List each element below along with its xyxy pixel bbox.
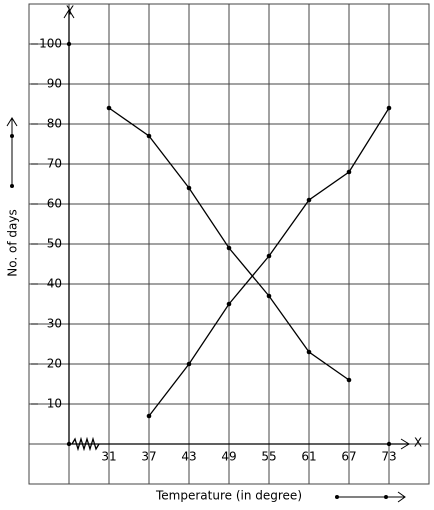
x-tick-label: 67 [341, 450, 356, 464]
point [266, 293, 272, 299]
y-tick-label: 90 [47, 77, 62, 91]
origin-dot [66, 441, 72, 447]
y-tick-label: 100 [39, 37, 62, 51]
y-tick-label: 70 [47, 157, 62, 171]
y-tick-label: 50 [47, 237, 62, 251]
axis-break [71, 436, 100, 452]
point [226, 301, 232, 307]
x-tick-label: 73 [381, 450, 396, 464]
y-tick-label: 60 [47, 197, 62, 211]
arrow-dot [10, 134, 14, 138]
y-axis-name: Y [65, 4, 74, 18]
point [266, 253, 272, 259]
point [306, 197, 312, 203]
y-tick-label: 40 [47, 277, 62, 291]
arrow-dot [335, 495, 339, 499]
x-axis-label: Temperature (in degree) [155, 489, 302, 503]
x-tick-label: 43 [181, 450, 196, 464]
x-tick-label: 37 [141, 450, 156, 464]
y-tick-label: 80 [47, 117, 62, 131]
point [346, 377, 352, 383]
x-axis-arrow [400, 438, 410, 450]
point [146, 413, 152, 419]
x-label-arrow-head [397, 491, 406, 503]
arrow-dot [10, 184, 14, 188]
x-tick-label: 49 [221, 450, 236, 464]
y-axis-arrow [63, 9, 75, 19]
arrow-dot [384, 495, 388, 499]
point [226, 245, 232, 251]
point [346, 169, 352, 175]
y-tick-label: 20 [47, 357, 62, 371]
x-tick-label: 31 [101, 450, 116, 464]
point [386, 105, 392, 111]
point [306, 349, 312, 355]
x-axis-name: X [414, 436, 422, 450]
y-tick-label: 10 [47, 397, 62, 411]
x-tick-label: 61 [301, 450, 316, 464]
point [146, 133, 152, 139]
point [106, 105, 112, 111]
x-tick-label: 55 [261, 450, 276, 464]
y-axis-label: No. of days [6, 209, 20, 276]
point [186, 185, 192, 191]
y-label-arrow-head [6, 117, 18, 127]
point [186, 361, 192, 367]
axis-dot [66, 41, 72, 47]
axis-dot [386, 441, 392, 447]
y-tick-label: 30 [47, 317, 62, 331]
